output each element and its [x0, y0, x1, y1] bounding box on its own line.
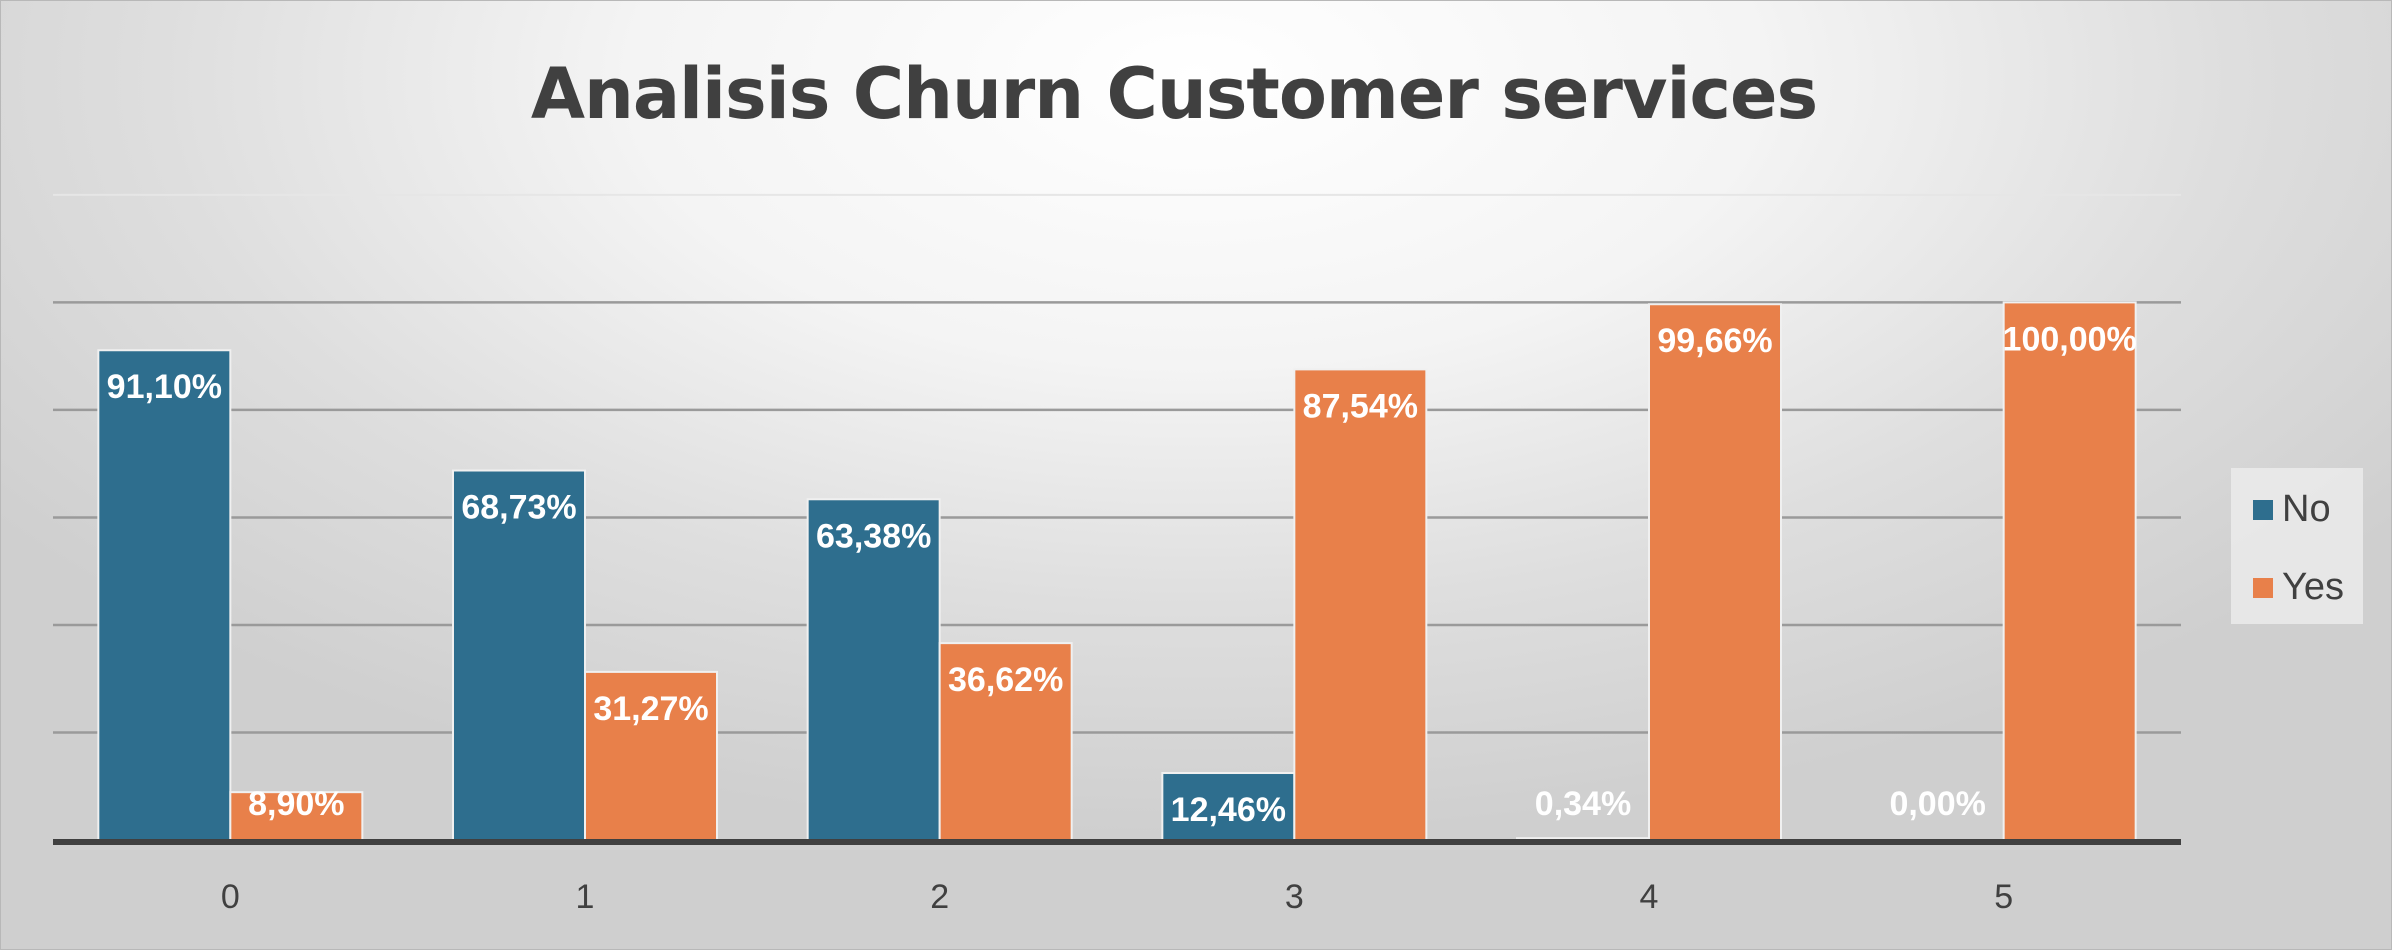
- legend-item-no: No: [2253, 488, 2331, 531]
- x-tick-label-2: 2: [930, 878, 949, 916]
- legend: No Yes: [2231, 468, 2363, 624]
- x-tick-label-3: 3: [1285, 878, 1304, 916]
- legend-item-yes: Yes: [2253, 566, 2344, 609]
- data-label-no-5: 0,00%: [1889, 785, 1985, 823]
- data-label-no-1: 68,73%: [461, 489, 576, 527]
- x-tick-label-0: 0: [221, 878, 240, 916]
- data-label-yes-4: 99,66%: [1657, 322, 1772, 360]
- bar-no-0: [97, 349, 232, 841]
- data-label-yes-0: 8,90%: [248, 785, 344, 823]
- chart-title: Analisis Churn Customer services: [530, 53, 1818, 135]
- bar-yes-4: [1648, 303, 1782, 841]
- bar-no-3: [1161, 772, 1296, 841]
- legend-swatch-no: [2253, 499, 2273, 520]
- legend-label-no: No: [2282, 488, 2331, 530]
- x-tick-label-5: 5: [1994, 878, 2013, 916]
- x-tick-label-4: 4: [1640, 878, 1659, 916]
- data-label-no-2: 63,38%: [816, 517, 931, 555]
- data-label-yes-1: 31,27%: [593, 690, 708, 728]
- bar-yes-0: [229, 791, 364, 842]
- data-label-yes-2: 36,62%: [948, 661, 1063, 699]
- bar-yes-3: [1293, 368, 1428, 841]
- legend-swatch-yes: [2253, 577, 2273, 598]
- data-label-no-0: 91,10%: [107, 368, 222, 406]
- data-label-no-4: 0,34%: [1535, 785, 1631, 823]
- legend-label-yes: Yes: [2282, 566, 2344, 608]
- bar-yes-5: [2002, 301, 2137, 841]
- data-label-yes-5: 100,00%: [2003, 320, 2137, 358]
- x-tick-label-1: 1: [576, 878, 595, 916]
- data-label-yes-3: 87,54%: [1303, 387, 1418, 425]
- data-label-no-3: 12,46%: [1171, 791, 1286, 829]
